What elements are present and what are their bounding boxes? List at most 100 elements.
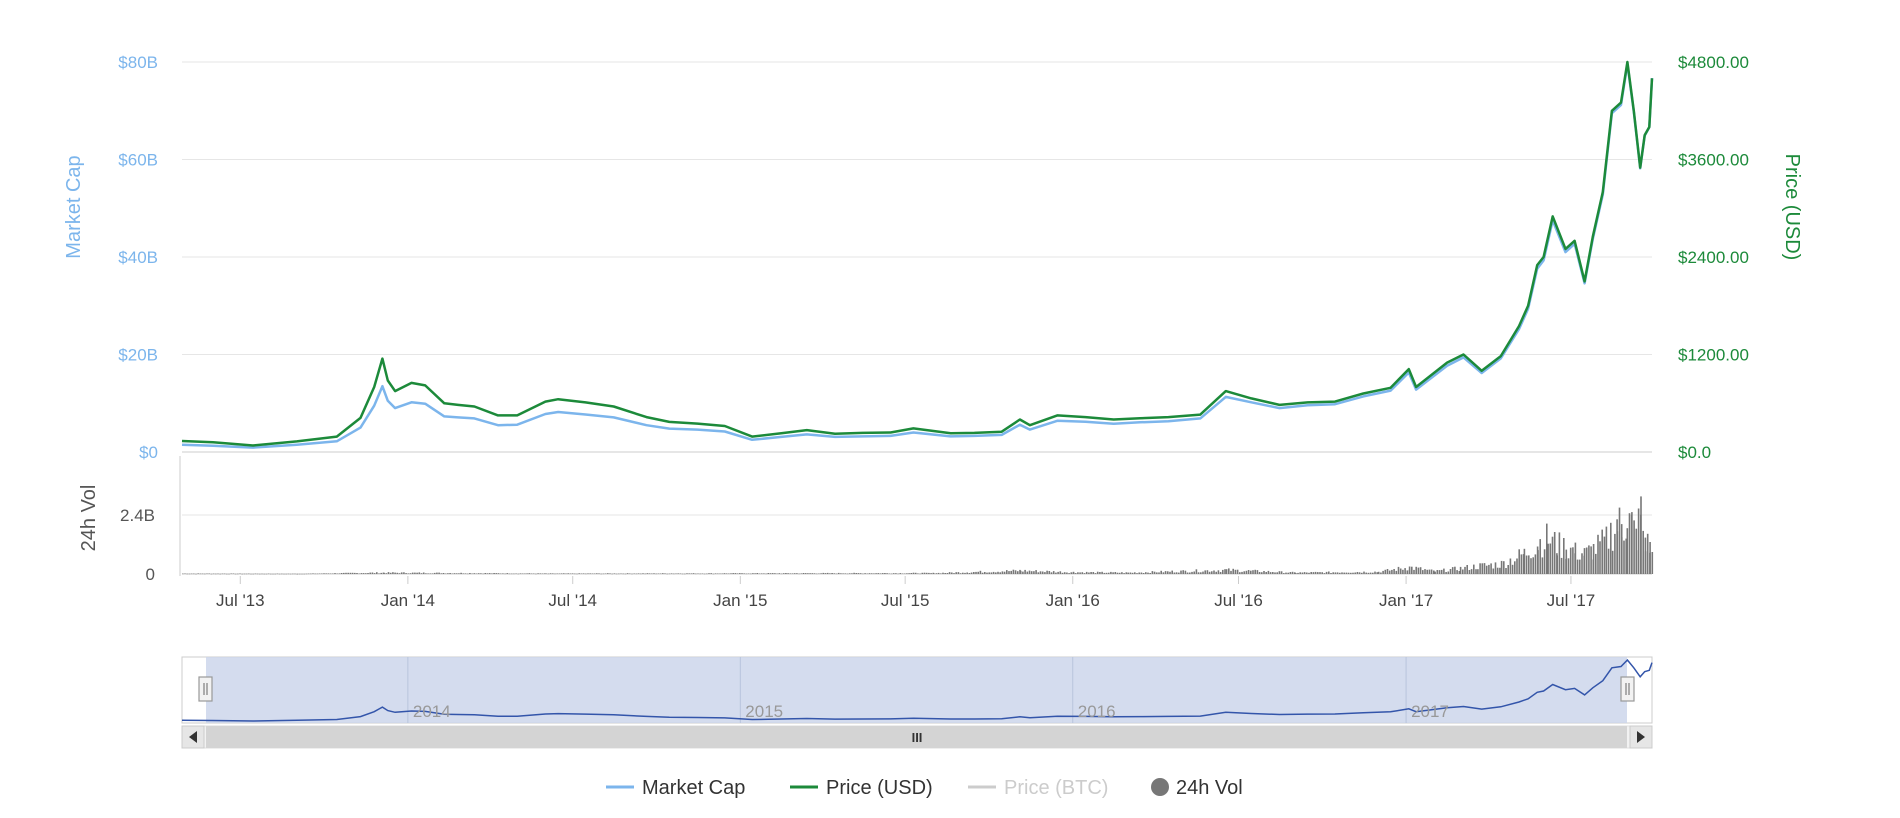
volume-bar xyxy=(1033,571,1035,574)
volume-bar xyxy=(1541,557,1544,574)
volume-bar xyxy=(1092,572,1095,574)
legend-item[interactable]: Market Cap xyxy=(606,777,745,799)
volume-bar xyxy=(427,573,429,574)
volume-bar xyxy=(1328,571,1330,574)
volume-bar xyxy=(1297,572,1299,574)
volume-bar xyxy=(1415,566,1417,574)
volume-bar xyxy=(937,572,940,574)
volume-bar xyxy=(1057,571,1059,574)
volume-bar xyxy=(977,571,979,574)
volume-bar xyxy=(684,573,686,575)
volume-bar xyxy=(362,573,365,574)
volume-bar xyxy=(510,573,513,575)
volume-bar xyxy=(1017,571,1019,574)
volume-bar xyxy=(1321,572,1323,574)
navigator-handle-right[interactable] xyxy=(1620,676,1635,702)
scroll-right-button[interactable] xyxy=(1629,725,1653,749)
volume-bar xyxy=(197,573,199,574)
volume-bar xyxy=(365,573,367,574)
volume-bar xyxy=(655,573,657,575)
volume-bar xyxy=(793,573,796,574)
volume-bar xyxy=(769,573,772,574)
volume-bar xyxy=(1010,570,1012,574)
scrollbar[interactable]: III xyxy=(181,725,1653,749)
volume-bar xyxy=(855,573,858,574)
volume-bar xyxy=(409,573,412,574)
legend-item[interactable]: 24h Vol xyxy=(1151,777,1243,799)
volume-bar xyxy=(1430,569,1433,574)
volume-bar xyxy=(736,573,739,574)
volume-bar xyxy=(789,573,792,574)
volume-bar xyxy=(292,573,294,575)
volume-bar xyxy=(829,573,831,574)
volume-bar xyxy=(853,572,855,574)
volume-bar xyxy=(591,573,594,574)
market-cap-line[interactable] xyxy=(181,62,1654,449)
left-axis-title: Market Cap xyxy=(63,155,85,258)
volume-bar xyxy=(1374,571,1376,574)
volume-bar xyxy=(411,572,414,574)
volume-bar xyxy=(917,573,919,574)
volume-bar xyxy=(1347,572,1350,574)
volume-bar xyxy=(1074,573,1077,574)
volume-bar xyxy=(875,573,877,574)
volume-bar xyxy=(1417,567,1420,574)
volume-bar xyxy=(539,573,542,574)
volume-bar xyxy=(1118,572,1121,574)
legend-item[interactable]: Price (BTC) xyxy=(968,777,1108,799)
volume-bar xyxy=(1127,572,1129,574)
volume-bar xyxy=(217,573,219,575)
navigator-tick-label: 2017 xyxy=(1411,702,1449,721)
volume-bar xyxy=(598,573,600,574)
navigator[interactable]: 2014 2015 2016 2017 xyxy=(181,656,1653,724)
volume-bar xyxy=(1094,573,1097,574)
volume-bar xyxy=(692,573,695,574)
volume-bar xyxy=(1208,571,1211,574)
volume-bar xyxy=(862,573,864,575)
volume-bar xyxy=(1380,572,1382,574)
volume-bar xyxy=(1234,569,1237,574)
volume-bar xyxy=(802,573,805,574)
volume-bar xyxy=(1352,572,1354,574)
volume-bar xyxy=(201,573,204,575)
volume-bar xyxy=(589,573,591,574)
volume-bar xyxy=(798,573,800,575)
volume-bar xyxy=(1310,572,1312,574)
volume-bar xyxy=(1592,544,1595,574)
volume-bar xyxy=(358,573,360,574)
volume-bar xyxy=(1250,570,1252,574)
volume-bar xyxy=(914,572,917,574)
volume-bar xyxy=(1413,569,1415,574)
volume-bar xyxy=(1595,553,1597,574)
volume-bar xyxy=(1532,557,1534,574)
volume-bar xyxy=(906,573,908,574)
volume-bar xyxy=(1044,572,1046,574)
volume-bar xyxy=(541,573,544,574)
volume-bar xyxy=(1428,569,1431,574)
volume-bar xyxy=(385,573,388,574)
legend-item[interactable]: Price (USD) xyxy=(790,777,933,799)
volume-bar xyxy=(552,573,554,574)
volume-bar xyxy=(932,572,935,574)
volume-bar xyxy=(486,573,489,574)
volume-bar xyxy=(758,573,761,574)
volume-bar xyxy=(1358,572,1361,574)
volume-bar xyxy=(1299,572,1301,574)
navigator-handle-left[interactable] xyxy=(198,676,213,702)
volume-bar xyxy=(1393,569,1395,574)
volume-bar xyxy=(659,573,662,574)
volume-bar xyxy=(1473,564,1475,574)
volume-bar xyxy=(752,573,754,574)
volume-bar xyxy=(343,572,345,574)
volume-bar xyxy=(848,573,851,574)
volume-bar xyxy=(585,573,587,575)
legend[interactable]: Market Cap Price (USD) Price (BTC) 24h Vol xyxy=(606,777,1243,799)
volume-bar xyxy=(1530,558,1532,574)
scrollbar-thumb[interactable] xyxy=(206,726,1627,748)
volume-bar xyxy=(294,573,296,575)
left-tick-label: $80B xyxy=(118,53,158,72)
volume-bar xyxy=(245,573,248,575)
price-usd-line[interactable] xyxy=(181,60,1654,447)
scroll-left-button[interactable] xyxy=(181,725,205,749)
